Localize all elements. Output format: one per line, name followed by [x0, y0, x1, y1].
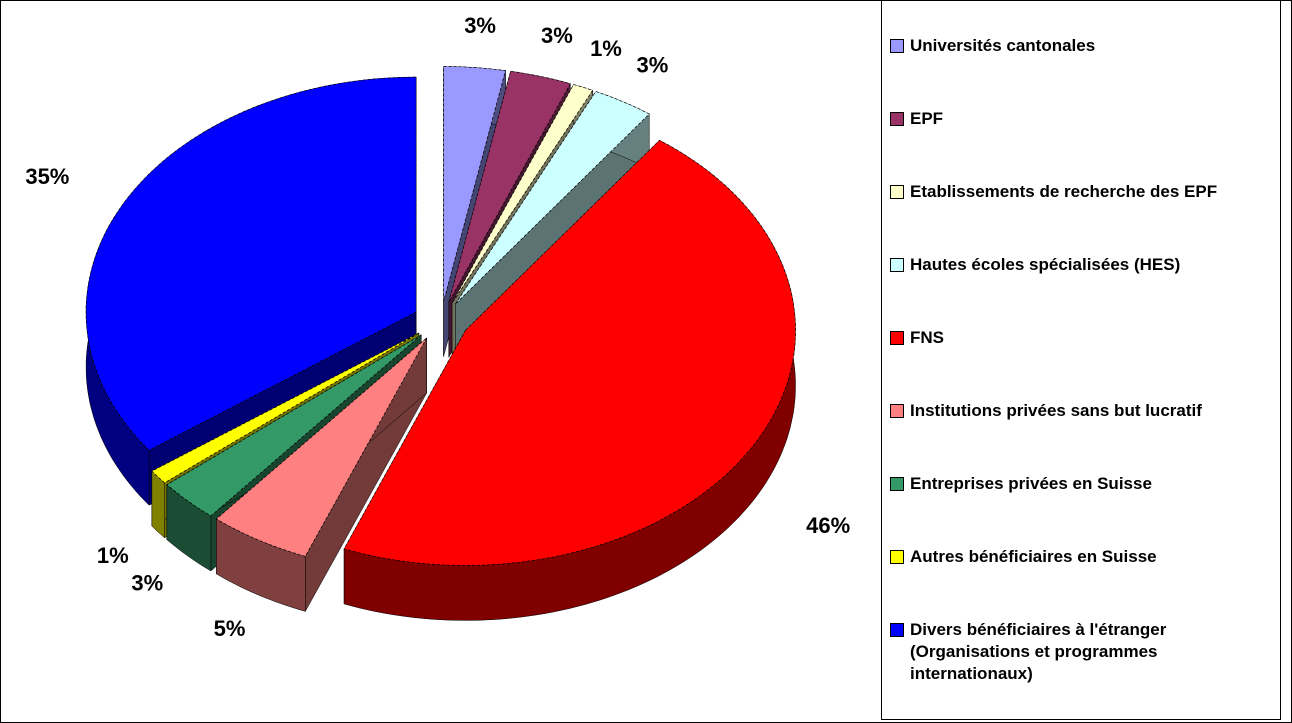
legend-label: FNS — [910, 327, 944, 347]
data-label: 3% — [637, 53, 669, 78]
data-label: 46% — [806, 513, 850, 538]
legend-item: Divers bénéficiaires à l'étranger (Organ… — [882, 619, 1280, 685]
data-label: 35% — [25, 164, 69, 189]
slice — [343, 139, 796, 566]
legend-label: Entreprises privées en Suisse — [910, 474, 1152, 494]
legend-item: Universités cantonales — [882, 35, 1280, 57]
data-label: 5% — [214, 616, 246, 641]
legend-swatch — [890, 184, 904, 199]
slice — [85, 76, 417, 451]
legend-label: EPF — [910, 108, 944, 128]
legend-label: Autres bénéficiaires en Suisse — [910, 547, 1157, 567]
legend-item: Entreprises privées en Suisse — [882, 473, 1280, 495]
data-label: 3% — [131, 571, 163, 596]
slice — [166, 334, 422, 517]
slice — [448, 70, 571, 303]
legend-item: Institutions privées sans but lucratif — [882, 400, 1280, 422]
legend: Universités cantonales EPF Etablissements … — [881, 1, 1281, 720]
slice — [443, 66, 506, 302]
data-label: 3% — [541, 23, 573, 48]
legend-label: Institutions privées sans but lucratif — [910, 401, 1202, 421]
legend-swatch — [890, 111, 904, 126]
legend-swatch — [890, 330, 904, 345]
legend-item: FNS — [882, 327, 1280, 349]
legend-label: Etablissements de recherche des EPF — [910, 181, 1218, 201]
data-label: 1% — [590, 36, 622, 61]
legend-item: Etablissements de recherche des EPF — [882, 181, 1280, 203]
legend-swatch — [890, 404, 904, 419]
slice-group — [343, 139, 796, 621]
legend-swatch — [890, 38, 904, 53]
legend-label: Universités cantonales — [910, 35, 1096, 55]
data-label: 3% — [464, 13, 496, 38]
legend-swatch — [890, 623, 904, 638]
legend-swatch — [890, 477, 904, 492]
slice-group — [215, 336, 428, 613]
slice — [215, 337, 428, 557]
slice — [455, 91, 650, 305]
data-label: 1% — [97, 543, 129, 568]
legend-swatch — [890, 257, 904, 272]
slice — [151, 332, 420, 484]
legend-label: Divers bénéficiaires à l'étranger (Organ… — [910, 620, 1167, 684]
slice — [451, 84, 594, 304]
legend-label: Hautes écoles spécialisées (HES) — [910, 254, 1181, 274]
pie-area: 3% 3%1%3%46%5%3%1%35% — [25, 13, 850, 641]
legend-swatch — [890, 550, 904, 565]
legend-item: Autres bénéficiaires en Suisse — [882, 546, 1280, 568]
legend-item: Hautes écoles spécialisées (HES) — [882, 254, 1280, 276]
legend-item: EPF — [882, 108, 1280, 130]
